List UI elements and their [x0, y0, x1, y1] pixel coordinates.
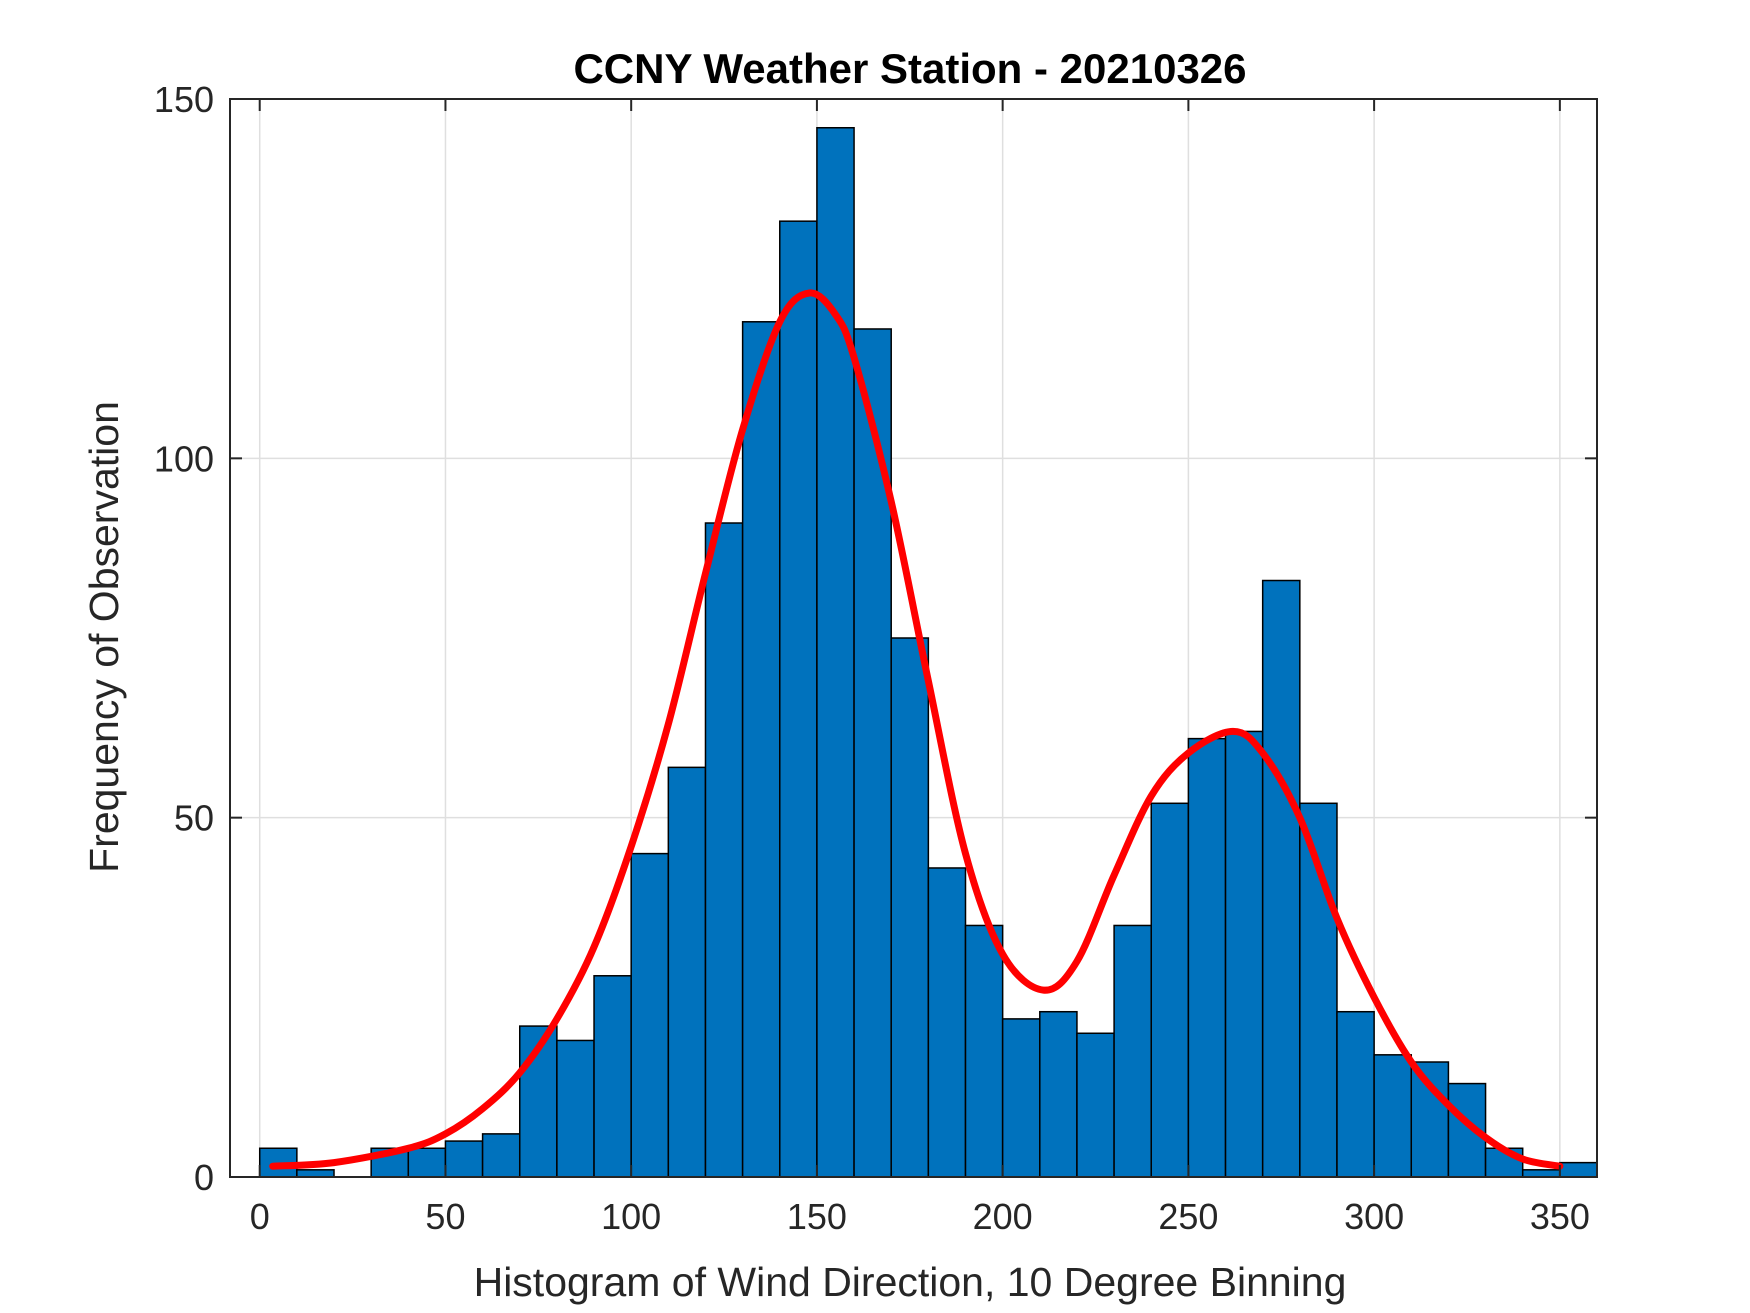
- histogram-bar: [556, 1039, 595, 1178]
- x-tick-label: 300: [1344, 1196, 1404, 1237]
- histogram-bar: [853, 328, 892, 1178]
- axes: [229, 98, 1598, 1178]
- histogram-bars: [258, 126, 1598, 1178]
- histogram-bar: [779, 220, 818, 1178]
- histogram-bar: [1261, 579, 1301, 1178]
- histogram-bar: [1113, 924, 1152, 1178]
- fit-curve-line: [269, 289, 1564, 1170]
- histogram-bar: [704, 522, 744, 1178]
- y-tick-label: 100: [154, 438, 214, 479]
- y-axis-label: Frequency of Observation: [81, 401, 127, 873]
- histogram-bar: [1187, 737, 1227, 1178]
- chart-title: CCNY Weather Station - 20210326: [573, 45, 1246, 92]
- histogram-bar: [1076, 1032, 1115, 1178]
- histogram-bar: [741, 321, 781, 1178]
- histogram-bar: [1521, 1169, 1561, 1178]
- histogram-bar: [444, 1140, 484, 1178]
- histogram-bar: [593, 975, 632, 1178]
- tick-labels: 0 50 100 150 200 250 300 350 0 50 100 150: [154, 79, 1590, 1237]
- histogram-bar: [667, 766, 707, 1178]
- histogram-bar: [890, 637, 930, 1178]
- fit-curve-layer: [269, 289, 1564, 1170]
- histogram-bar: [296, 1169, 335, 1178]
- axes-box: [229, 98, 1598, 1178]
- x-tick-label: 150: [787, 1196, 847, 1237]
- histogram-bar: [1224, 730, 1264, 1178]
- histogram-bar: [1150, 802, 1190, 1178]
- histogram-bar: [407, 1147, 447, 1178]
- x-tick-label: 250: [1158, 1196, 1218, 1237]
- histogram-bar: [1559, 1161, 1598, 1178]
- histogram-bar: [927, 867, 967, 1178]
- histogram-bar: [1336, 1010, 1375, 1178]
- histogram-bar: [1001, 1018, 1041, 1178]
- x-tick-label: 350: [1530, 1196, 1590, 1237]
- y-tick-label: 50: [174, 798, 214, 839]
- x-axis-label: Histogram of Wind Direction, 10 Degree B…: [474, 1259, 1347, 1305]
- x-tick-label: 50: [425, 1196, 465, 1237]
- histogram-bar: [816, 126, 855, 1178]
- y-tick-label: 0: [194, 1157, 214, 1198]
- histogram-bar: [1039, 1010, 1078, 1178]
- histogram-bar: [630, 852, 670, 1178]
- x-tick-label: 0: [250, 1196, 270, 1237]
- histogram-bar: [481, 1133, 521, 1178]
- histogram-bar: [1373, 1054, 1413, 1178]
- y-tick-label: 150: [154, 79, 214, 120]
- histogram-bar: [1410, 1061, 1450, 1178]
- histogram-bar: [964, 924, 1004, 1178]
- x-tick-label: 100: [601, 1196, 661, 1237]
- x-tick-label: 200: [973, 1196, 1033, 1237]
